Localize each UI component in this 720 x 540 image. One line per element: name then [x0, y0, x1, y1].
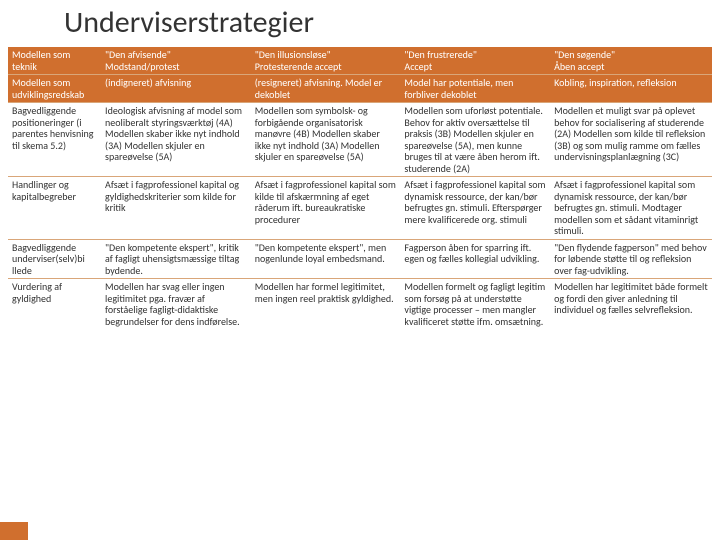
accent-tab — [0, 522, 28, 540]
col-head2: Åben accept — [554, 60, 604, 73]
table-cell: Kobling, inspiration, refleksion — [550, 75, 712, 103]
table-header-row: Modellen som teknik "Den afvisende" Mods… — [8, 47, 712, 75]
col-header: "Den frustrerede" Accept — [400, 47, 550, 75]
table-cell: Afsæt i fagprofessionel kapital som dyna… — [400, 177, 550, 240]
table-cell: "Den flydende fagperson" med behov for l… — [550, 239, 712, 279]
table-cell: Modellen har svag eller ingen legitimite… — [101, 279, 251, 330]
row-label: Bagvedliggende underviser(selv)bi llede — [8, 239, 101, 279]
table-cell: Modellen formelt og fagligt legitim som … — [400, 279, 550, 330]
table-cell: "Den kompetente ekspert", men nogenlunde… — [251, 239, 401, 279]
table-cell: Afsæt i fagprofessionel kapital som dyna… — [550, 177, 712, 240]
table-cell: Afsæt i fagprofessionel kapital og gyldi… — [101, 177, 251, 240]
row-label: Bagvedliggende positioneringer (i parent… — [8, 103, 101, 177]
table-cell: Model har potentiale, men forbliver deko… — [400, 75, 550, 103]
table-cell: Modellen har formel legitimitet, men ing… — [251, 279, 401, 330]
row-label: Modellen som udviklingsredskab — [8, 75, 101, 103]
table-cell: Ideologisk afvisning af model som neolib… — [101, 103, 251, 177]
col-header: "Den søgende" Åben accept — [550, 47, 712, 75]
row-label: Vurdering af gyldighed — [8, 279, 101, 330]
row-label: Modellen som teknik — [8, 47, 101, 75]
table-cell: "Den kompetente ekspert", kritik af fagl… — [101, 239, 251, 279]
table-cell: Modellen har legitimitet både formelt og… — [550, 279, 712, 330]
table-cell: Modellen som uforløst potentiale. Behov … — [400, 103, 550, 177]
table-row: Modellen som udviklingsredskab (indigner… — [8, 75, 712, 103]
table-cell: Modellen som symbolsk- og forbigående or… — [251, 103, 401, 177]
col-header: "Den afvisende" Modstand/protest — [101, 47, 251, 75]
table-cell: Modellen et muligt svar på oplevet behov… — [550, 103, 712, 177]
table-cell: Afsæt i fagprofessionel kapital som kild… — [251, 177, 401, 240]
table-row: Handlinger og kapitalbegreber Afsæt i fa… — [8, 177, 712, 240]
col-head2: Modstand/protest — [105, 60, 179, 73]
col-head2: Accept — [404, 60, 432, 73]
table-cell: (indigneret) afvisning — [101, 75, 251, 103]
col-header: "Den illusionsløse" Protesterende accept — [251, 47, 401, 75]
page-title: Underviserstrategier — [8, 0, 712, 47]
table-row: Vurdering af gyldighed Modellen har svag… — [8, 279, 712, 330]
col-head2: Protesterende accept — [255, 60, 342, 73]
table-cell: (resigneret) afvisning. Model er dekoble… — [251, 75, 401, 103]
strategy-table: Modellen som teknik "Den afvisende" Mods… — [8, 47, 712, 329]
table-row: Bagvedliggende underviser(selv)bi llede … — [8, 239, 712, 279]
table-cell: Fagperson åben for sparring ift. egen og… — [400, 239, 550, 279]
table-row: Bagvedliggende positioneringer (i parent… — [8, 103, 712, 177]
row-label: Handlinger og kapitalbegreber — [8, 177, 101, 240]
